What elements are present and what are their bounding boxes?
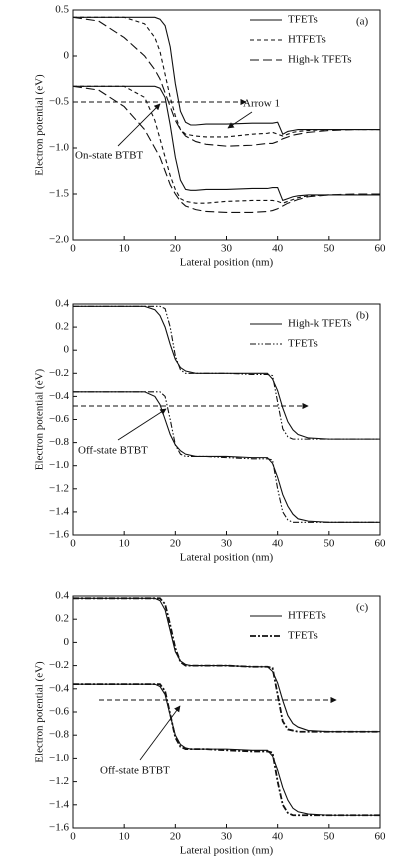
legend-label: High-k TFETs [288,318,352,330]
series-line [73,391,380,523]
annotation: On-state BTBT [75,150,143,162]
series-line [73,683,380,816]
y-tick-label: 0 [64,636,70,648]
x-axis-label: Lateral position (nm) [180,257,274,269]
y-tick-label: −1.6 [49,822,69,834]
x-tick-label: 60 [375,831,387,843]
y-tick-label: −0.2 [49,659,69,671]
y-tick-label: −1.2 [49,482,69,494]
x-tick-label: 20 [170,538,182,550]
y-tick-label: 0.2 [55,613,69,625]
plot-frame [72,303,381,536]
panel-label: (c) [356,602,369,614]
x-tick-label: 0 [70,831,76,843]
y-tick-label: −0.5 [49,96,69,108]
y-tick-label: −0.8 [49,436,69,448]
y-tick-label: 0.5 [55,4,69,16]
y-tick-label: −0.8 [49,729,69,741]
x-tick-label: 10 [119,538,131,550]
y-tick-label: −0.4 [49,390,69,402]
x-tick-label: 30 [221,831,233,843]
series-line [73,16,380,135]
y-tick-label: −1.4 [49,505,69,517]
x-tick-label: 0 [70,243,76,255]
series-line [72,85,380,213]
plot-frame [72,9,381,241]
annotation: Off-state BTBT [100,765,170,777]
x-tick-label: 30 [221,538,233,550]
legend-label: HTFETs [288,34,326,46]
y-tick-label: −0.6 [49,706,69,718]
x-tick-label: 40 [272,831,284,843]
x-tick-label: 40 [272,538,284,550]
series-line [73,391,380,523]
x-tick-label: 10 [119,831,131,843]
legend-label: TFETs [288,14,318,26]
y-tick-label: −0.4 [49,682,69,694]
y-tick-label: −1.6 [49,529,69,541]
y-tick-label: 0 [64,344,70,356]
y-tick-label: −0.6 [49,413,69,425]
y-tick-label: −1.0 [49,752,69,764]
y-tick-label: 0.2 [55,321,69,333]
x-axis-label: Lateral position (nm) [180,845,274,857]
plot-frame [72,595,381,829]
x-tick-label: 10 [119,243,131,255]
x-tick-label: 20 [170,831,182,843]
x-tick-label: 30 [221,243,233,255]
y-tick-label: −2.0 [49,234,69,246]
x-tick-label: 50 [323,538,335,550]
arrow [227,111,253,129]
series-line [73,85,380,202]
arrow [117,103,161,147]
annotation: Off-state BTBT [78,445,148,457]
x-tick-label: 50 [323,243,335,255]
x-tick-label: 60 [375,243,387,255]
legend-label: HTFETs [288,610,326,622]
y-tick-label: −1.0 [49,142,69,154]
x-tick-label: 60 [375,538,387,550]
y-axis-label: Electron potential (eV) [34,368,46,470]
y-tick-label: −0.2 [49,367,69,379]
legend-label: TFETs [288,630,318,642]
series-line [73,683,380,817]
series-line [73,597,380,733]
x-tick-label: 50 [323,831,335,843]
y-tick-label: 0.4 [55,590,69,602]
y-tick-label: −1.2 [49,775,69,787]
arrow [139,705,181,761]
x-axis-label: Lateral position (nm) [180,552,274,564]
y-tick-label: −1.0 [49,459,69,471]
y-axis-label: Electron potential (eV) [34,661,46,763]
series-line [73,16,380,138]
x-tick-label: 40 [272,243,284,255]
legend-label: TFETs [288,338,318,350]
y-tick-label: 0.4 [55,298,69,310]
arrow [117,408,167,441]
x-tick-label: 20 [170,243,182,255]
panel-label: (a) [356,16,369,28]
x-tick-label: 0 [70,538,76,550]
series-line [73,85,380,204]
annotation: Arrow 1 [243,98,280,110]
panel-label: (b) [356,310,369,322]
series-line [72,16,380,147]
y-tick-label: −1.5 [49,188,69,200]
y-axis-label: Electron potential (eV) [34,74,46,176]
y-tick-label: 0 [64,50,70,62]
legend-label: High-k TFETs [288,54,352,66]
y-tick-label: −1.4 [49,798,69,810]
series-line [73,305,380,440]
